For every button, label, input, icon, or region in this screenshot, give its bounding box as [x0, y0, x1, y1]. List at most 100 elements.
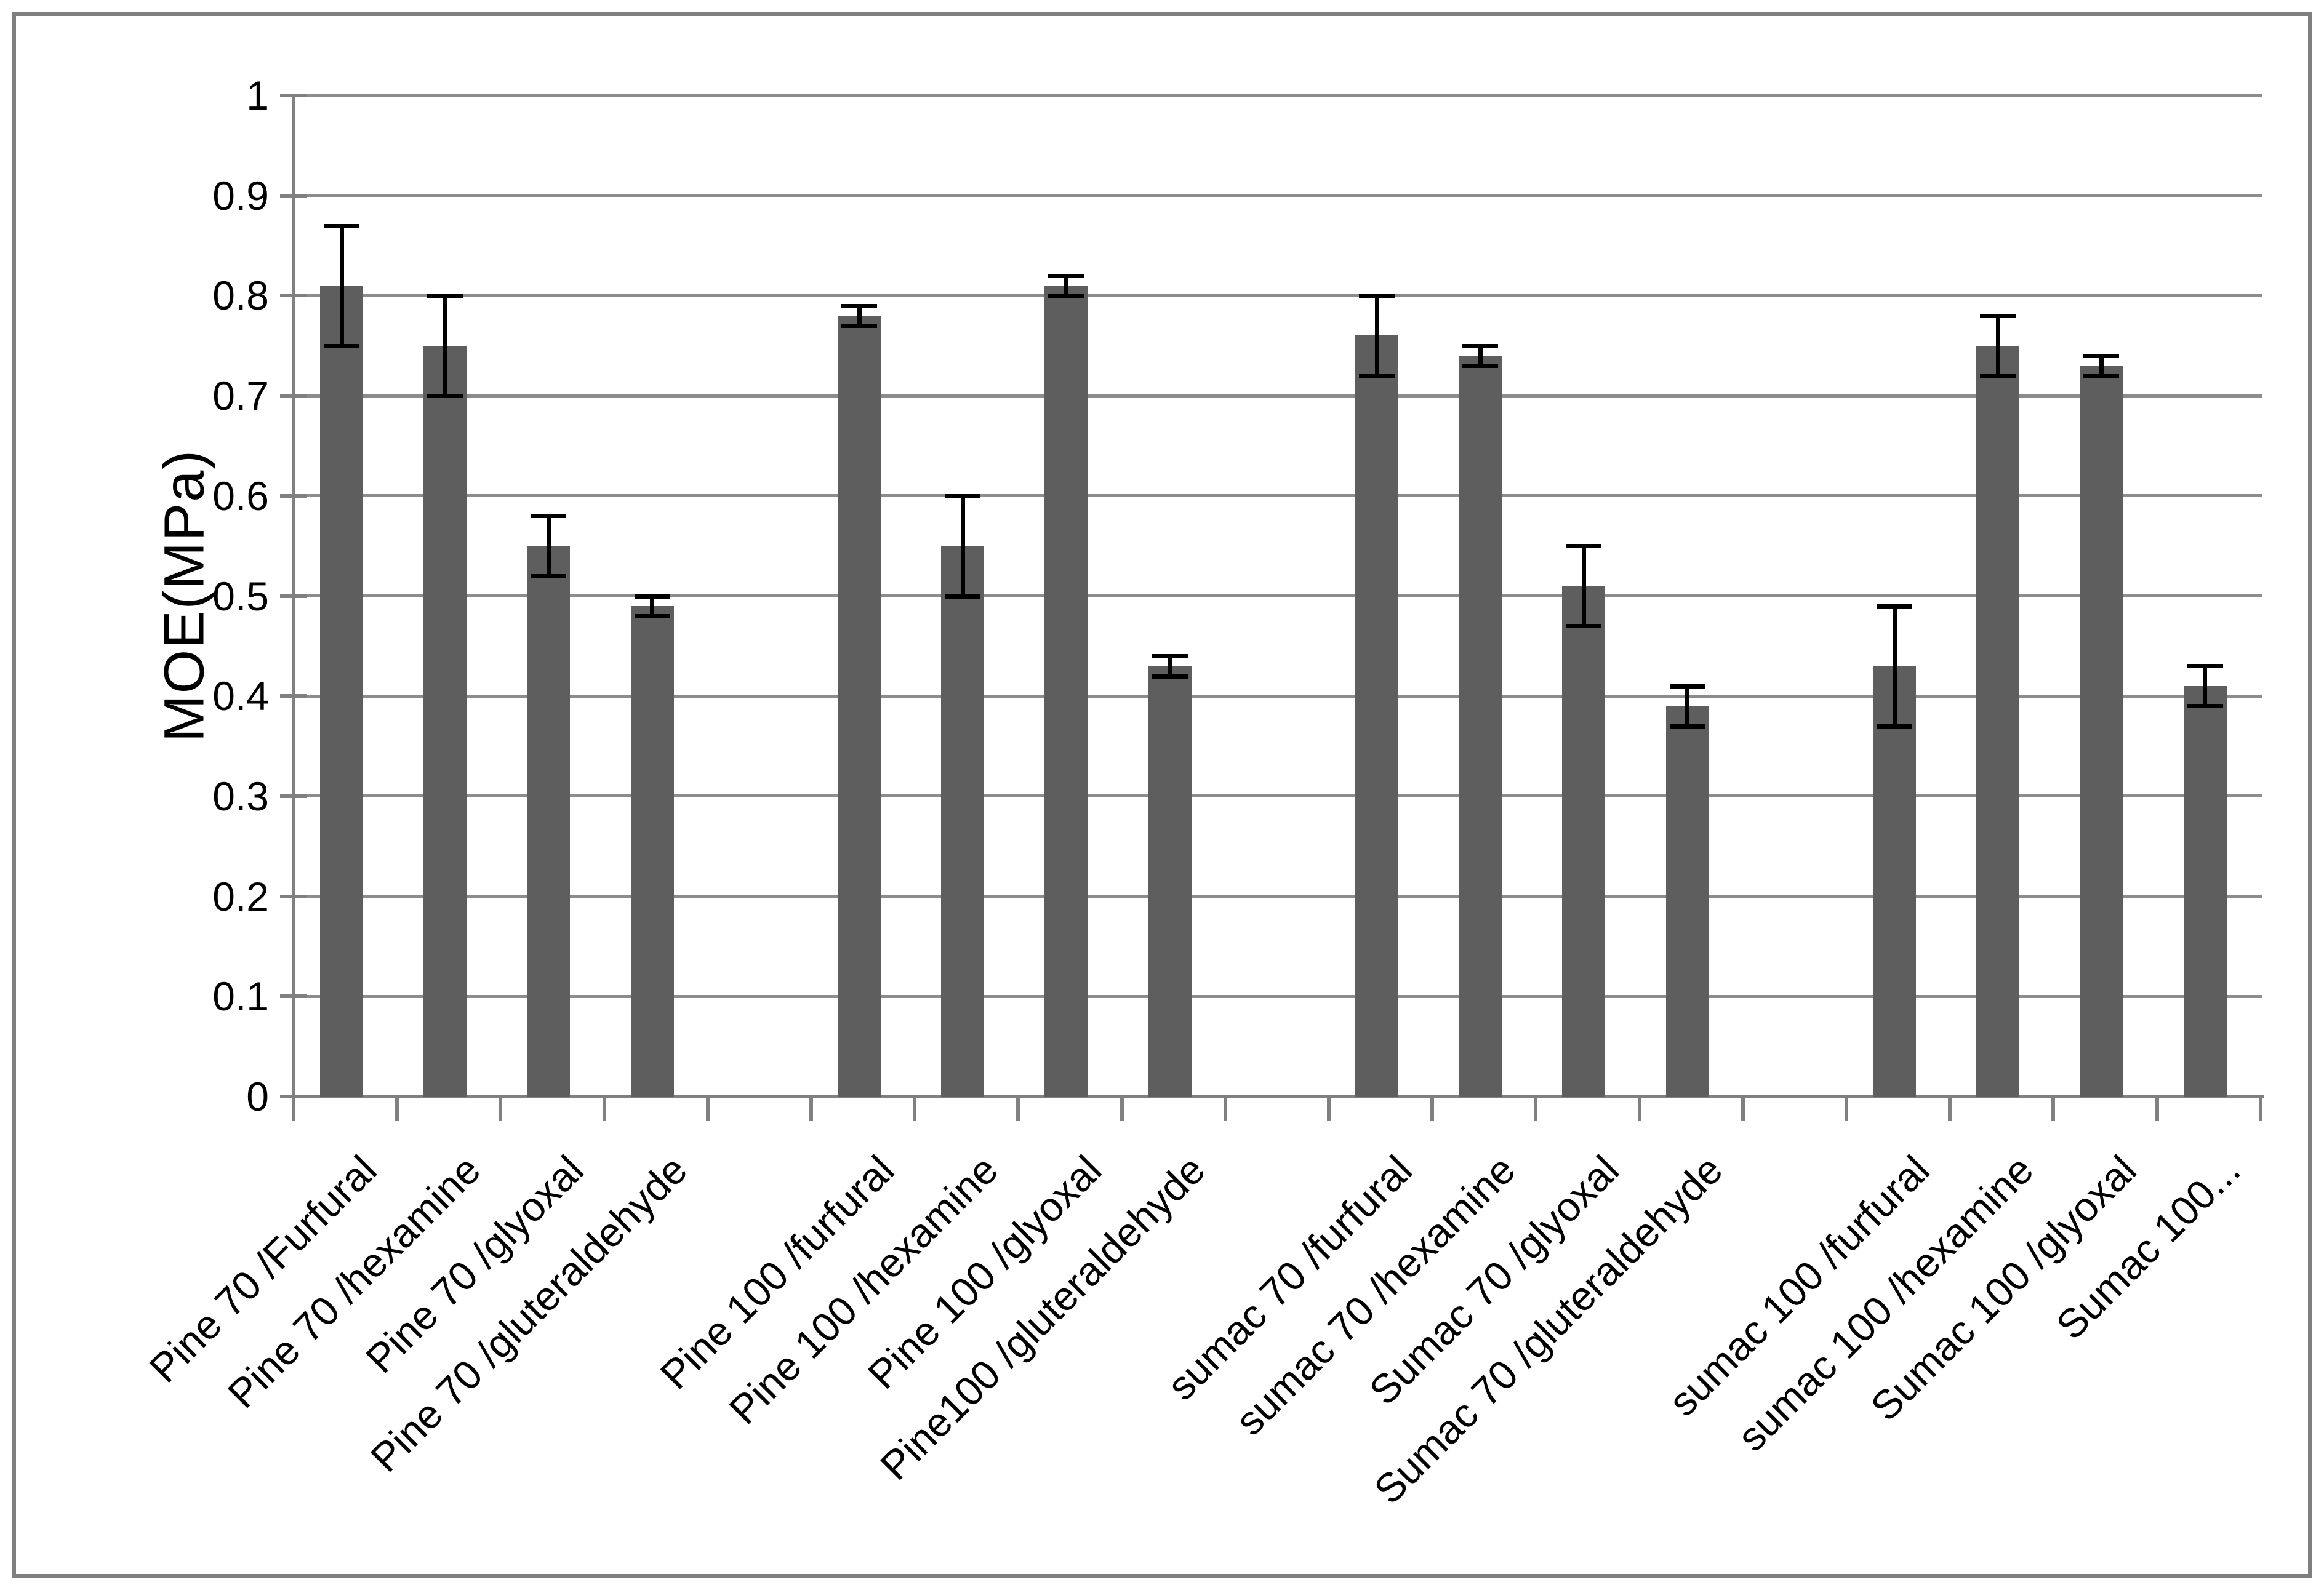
x-axis-tick: [2051, 1097, 2056, 1121]
y-axis-tick: [280, 594, 307, 598]
x-axis-tick: [1948, 1097, 1952, 1121]
error-bar-cap-top: [634, 594, 670, 599]
error-bar-cap-top: [531, 514, 567, 519]
error-bar-cap-bottom: [1152, 674, 1188, 679]
x-axis-tick: [2155, 1097, 2159, 1121]
y-axis-tick: [280, 694, 307, 698]
error-bar-cap-bottom: [1566, 624, 1602, 629]
gridline: [294, 94, 2262, 97]
x-axis-tick: [602, 1097, 606, 1121]
error-bar-cap-top: [1669, 684, 1705, 689]
x-axis-tick: [292, 1097, 295, 1121]
x-axis-tick: [2258, 1097, 2262, 1121]
gridline: [294, 694, 2262, 698]
bar: [320, 286, 363, 1097]
y-tick-label: 1: [246, 73, 269, 118]
error-bar-cap-top: [1566, 544, 1602, 549]
y-axis-tick: [280, 994, 307, 999]
gridline: [294, 895, 2262, 898]
bar: [630, 605, 674, 1097]
x-axis-tick: [1741, 1097, 1745, 1121]
y-axis-tick: [280, 193, 307, 198]
y-axis-tick: [280, 493, 307, 498]
y-tick-label: 0.9: [212, 172, 269, 218]
gridline: [294, 494, 2262, 498]
error-bar-cap-top: [841, 303, 877, 308]
error-bar-cap-bottom: [324, 343, 359, 348]
x-axis-tick: [1327, 1097, 1331, 1121]
bar: [1459, 356, 1502, 1097]
bar: [1044, 286, 1088, 1097]
bar: [2183, 685, 2227, 1097]
x-axis-tick: [1845, 1097, 1848, 1121]
error-bar-line: [1168, 656, 1172, 676]
bar: [1976, 345, 2020, 1097]
error-bar-cap-bottom: [945, 594, 981, 599]
y-tick-label: 0.6: [212, 473, 269, 519]
error-bar-cap-top: [1152, 654, 1188, 659]
error-bar-cap-bottom: [1669, 724, 1705, 729]
error-bar-line: [2203, 666, 2208, 706]
error-bar-cap-top: [945, 493, 981, 498]
error-bar-cap-top: [1359, 294, 1395, 298]
y-axis-tick: [280, 394, 307, 398]
x-axis-tick: [1430, 1097, 1435, 1121]
y-axis-tick: [280, 294, 307, 298]
bar: [1355, 335, 1398, 1097]
error-bar-line: [339, 225, 344, 346]
error-bar-line: [1064, 275, 1068, 296]
error-bar-line: [443, 295, 447, 396]
x-axis-tick: [1637, 1097, 1641, 1121]
x-axis-tick: [499, 1097, 503, 1121]
error-bar-line: [1892, 605, 1897, 726]
bar: [2080, 366, 2123, 1097]
gridline: [294, 994, 2262, 998]
x-axis-tick: [1223, 1097, 1227, 1121]
y-axis-tick: [280, 894, 307, 898]
x-axis-tick: [395, 1097, 399, 1121]
error-bar-cap-bottom: [1359, 374, 1395, 378]
gridline: [294, 794, 2262, 798]
y-tick-label: 0.1: [212, 973, 269, 1020]
bar: [1562, 586, 1606, 1097]
error-bar-cap-top: [324, 223, 359, 228]
y-axis-tick: [280, 794, 307, 798]
x-axis-tick: [1534, 1097, 1538, 1121]
error-bar-cap-top: [1048, 273, 1084, 278]
error-bar-cap-bottom: [1877, 724, 1912, 729]
error-bar-line: [960, 495, 965, 596]
error-bar-line: [1995, 315, 2000, 376]
error-bar-line: [857, 305, 862, 326]
error-bar-cap-top: [1877, 604, 1912, 609]
y-tick-label: 0.7: [212, 373, 269, 419]
error-bar-cap-top: [427, 294, 463, 298]
gridline: [294, 294, 2262, 297]
x-axis-tick: [1120, 1097, 1124, 1121]
x-axis-tick: [705, 1097, 710, 1121]
error-bar-cap-top: [1980, 313, 2016, 318]
x-axis-line: [292, 1095, 2264, 1098]
x-axis-tick: [809, 1097, 813, 1121]
error-bar-cap-bottom: [427, 394, 463, 399]
gridline: [294, 394, 2262, 398]
gridline: [294, 594, 2262, 597]
y-tick-label: 0: [246, 1074, 269, 1119]
error-bar-line: [2099, 356, 2104, 376]
error-bar-line: [1685, 685, 1690, 726]
error-bar-cap-top: [1462, 343, 1499, 348]
error-bar-cap-bottom: [841, 324, 877, 329]
y-tick-label: 0.8: [212, 273, 269, 319]
error-bar-cap-bottom: [1048, 294, 1084, 298]
bar: [527, 546, 571, 1097]
gridline: [294, 194, 2262, 198]
error-bar-line: [1478, 345, 1483, 366]
bar: [838, 315, 881, 1097]
chart-outer-border: [12, 12, 2312, 1578]
error-bar-line: [546, 516, 551, 576]
error-bar-cap-bottom: [634, 614, 670, 619]
y-tick-label: 0.5: [212, 573, 269, 619]
x-axis-tick: [913, 1097, 917, 1121]
error-bar-cap-bottom: [1980, 374, 2016, 378]
error-bar-line: [650, 596, 655, 617]
